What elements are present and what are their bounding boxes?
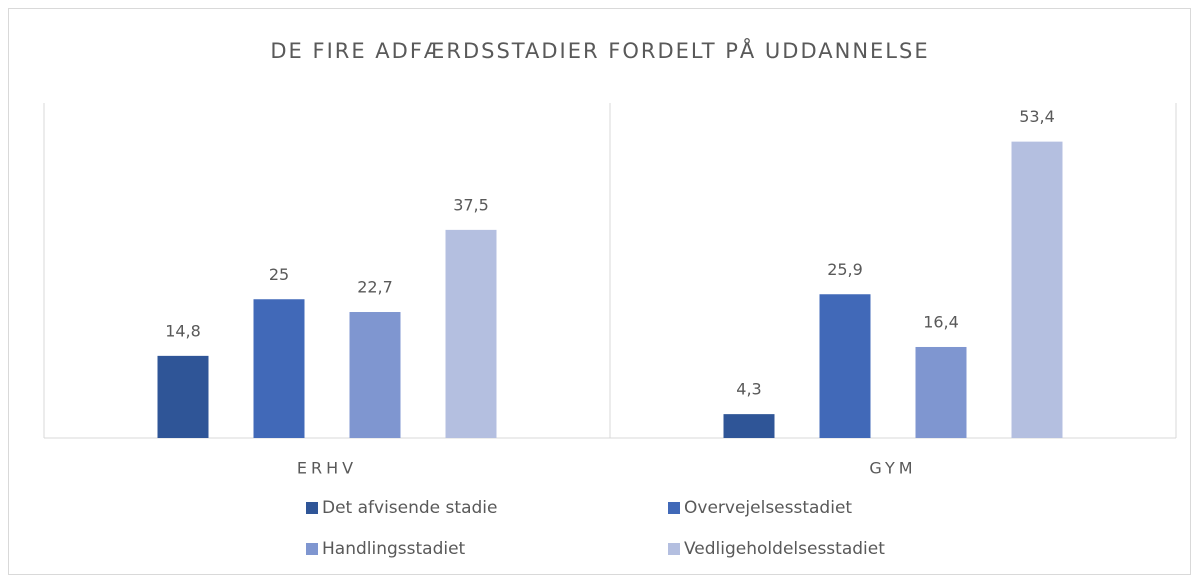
data-label: 4,3: [736, 380, 761, 399]
bar: [915, 346, 967, 438]
x-tick-label: ERHV: [297, 459, 357, 478]
bar: [349, 312, 401, 438]
data-label: 16,4: [923, 312, 959, 331]
data-label: 14,8: [165, 321, 201, 340]
legend-label: Vedligeholdelsesstadiet: [684, 539, 885, 559]
bar: [157, 355, 209, 438]
legend-label: Overvejelsesstadiet: [684, 498, 852, 518]
legend-swatch: [668, 543, 680, 555]
legend-swatch: [306, 502, 318, 514]
data-label: 53,4: [1019, 107, 1055, 126]
legend-swatch: [668, 502, 680, 514]
legend-swatch: [306, 543, 318, 555]
bar: [253, 299, 305, 438]
data-label: 22,7: [357, 278, 393, 297]
bar: [819, 294, 871, 438]
legend-label: Det afvisende stadie: [322, 498, 497, 518]
bar: [1011, 141, 1063, 438]
data-label: 25: [269, 265, 289, 284]
data-label: 37,5: [453, 195, 489, 214]
x-tick-label: GYM: [869, 459, 916, 478]
data-label: 25,9: [827, 260, 863, 279]
legend-label: Handlingsstadiet: [322, 539, 466, 559]
chart-title: DE FIRE ADFÆRDSSTADIER FORDELT PÅ UDDANN…: [270, 37, 929, 63]
chart-border: [8, 8, 1191, 575]
bar: [723, 414, 775, 438]
bar: [445, 229, 497, 438]
